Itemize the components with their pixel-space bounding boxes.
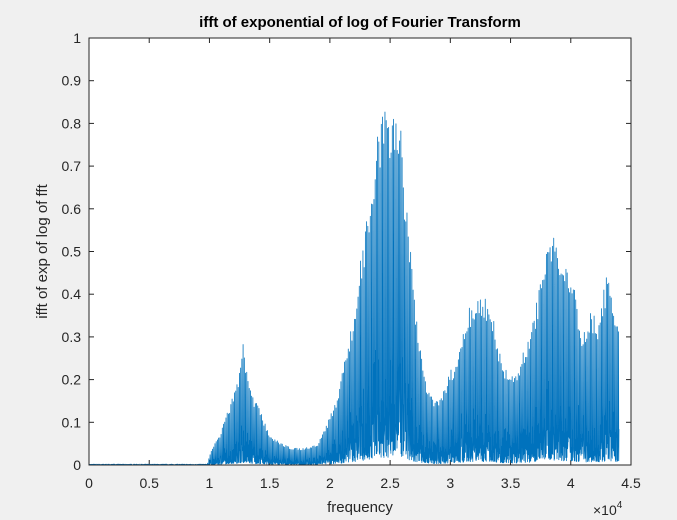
y-tick-label: 1 — [73, 30, 81, 46]
y-tick-label: 0 — [73, 457, 81, 473]
x-tick-label: 1 — [206, 475, 214, 491]
x-tick-label: 1.5 — [260, 475, 280, 491]
x-tick-label: 3 — [446, 475, 454, 491]
y-tick-label: 0.7 — [62, 158, 82, 174]
axes-frame — [88, 37, 632, 466]
y-ticks: 0 0.1 0.2 0.3 0.4 0.5 0.6 0.7 0.8 0.9 1 — [62, 30, 631, 473]
x-axis-label: frequency — [327, 499, 393, 516]
x-tick-label: 3.5 — [501, 475, 521, 491]
x-ticks: 0 0.5 1 1.5 2 2.5 3 3.5 4 4.5 — [85, 38, 641, 491]
x-tick-label: 4.5 — [621, 475, 641, 491]
y-axis-label: ifft of exp of log of fft — [34, 183, 51, 318]
x-tick-label: 2.5 — [380, 475, 400, 491]
x-tick-label: 0.5 — [139, 475, 159, 491]
data-series — [88, 111, 620, 466]
y-tick-label: 0.9 — [62, 73, 82, 89]
y-tick-label: 0.3 — [62, 329, 82, 345]
x-tick-label: 0 — [85, 475, 93, 491]
signal-line — [88, 111, 620, 466]
y-tick-label: 0.2 — [62, 372, 82, 388]
y-tick-label: 0.6 — [62, 201, 82, 217]
y-tick-label: 0.1 — [62, 414, 82, 430]
y-tick-label: 0.4 — [62, 286, 82, 302]
chart-title: ifft of exponential of log of Fourier Tr… — [199, 14, 521, 31]
x-axis-multiplier: ×104 — [593, 500, 623, 518]
x-tick-label: 4 — [567, 475, 575, 491]
y-tick-label: 0.5 — [62, 244, 82, 260]
x-tick-label: 2 — [326, 475, 334, 491]
y-tick-label: 0.8 — [62, 115, 82, 131]
